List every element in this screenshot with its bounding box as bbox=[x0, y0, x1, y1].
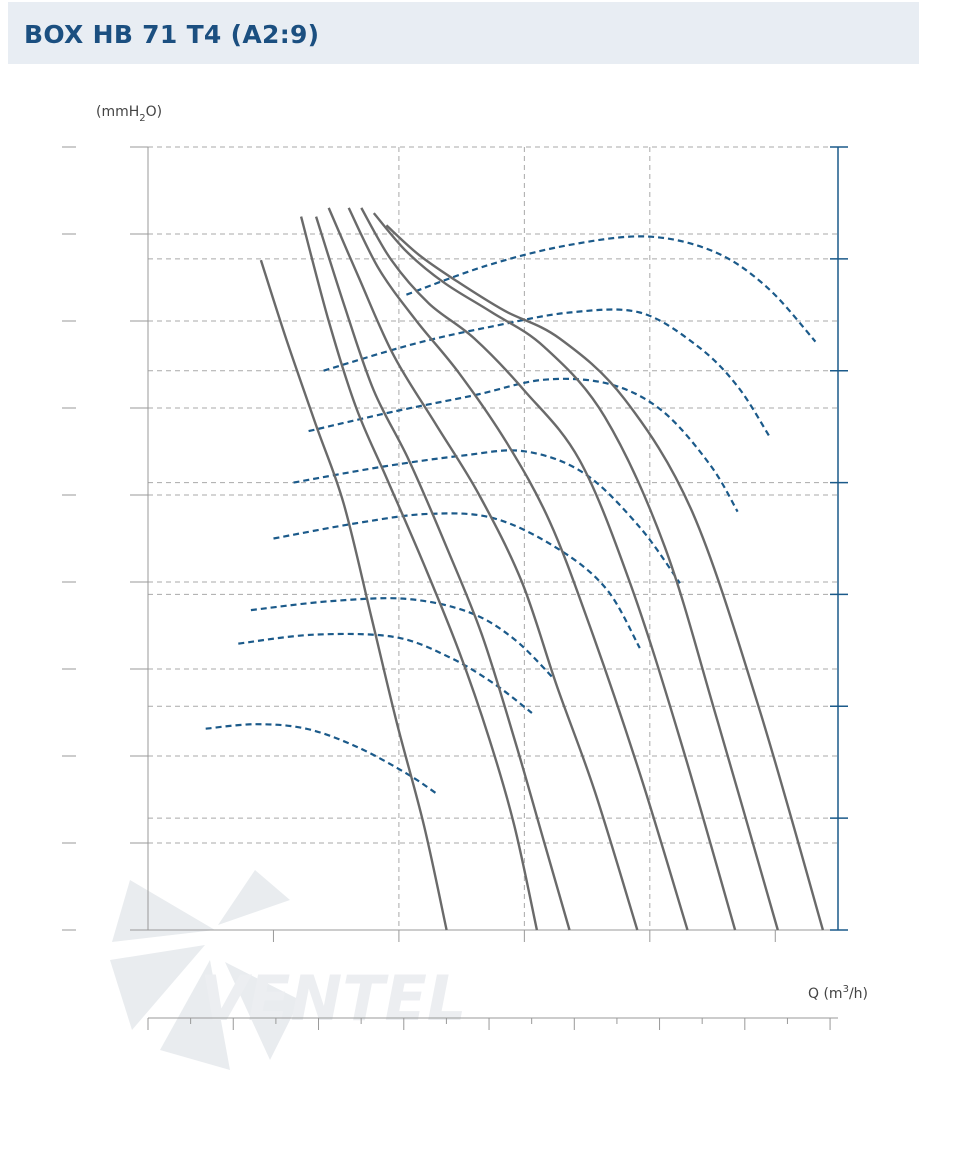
power-curve bbox=[205, 723, 438, 795]
pressure-curve bbox=[327, 207, 639, 931]
power-curve bbox=[250, 597, 556, 681]
power-curve bbox=[273, 512, 641, 649]
pressure-curve bbox=[347, 207, 689, 931]
power-curve bbox=[293, 449, 681, 584]
title-bar: BOX HB 71 T4 (A2:9) bbox=[8, 2, 919, 64]
power-curve bbox=[406, 235, 817, 343]
pressure-curve bbox=[372, 212, 779, 931]
pressure-curve bbox=[314, 216, 571, 931]
pressure-curve bbox=[299, 216, 539, 931]
watermark-logo: VENTEL bbox=[110, 870, 466, 1070]
power-curve bbox=[308, 377, 739, 513]
power-curve bbox=[323, 308, 772, 439]
chart-title: BOX HB 71 T4 (A2:9) bbox=[24, 20, 320, 49]
series bbox=[205, 207, 825, 931]
axis-unit-mmh2o: (mmH2O) bbox=[96, 104, 162, 124]
power-curve bbox=[238, 632, 533, 714]
watermark-text: VENTEL bbox=[200, 962, 466, 1035]
pressure-curve bbox=[360, 207, 737, 931]
pressure-curve bbox=[259, 259, 448, 931]
axes: (mmH2O) Q (m3/h) bbox=[62, 104, 868, 1030]
axis-title-m3h: Q (m3/h) bbox=[808, 984, 868, 1002]
pressure-curve bbox=[385, 224, 825, 931]
